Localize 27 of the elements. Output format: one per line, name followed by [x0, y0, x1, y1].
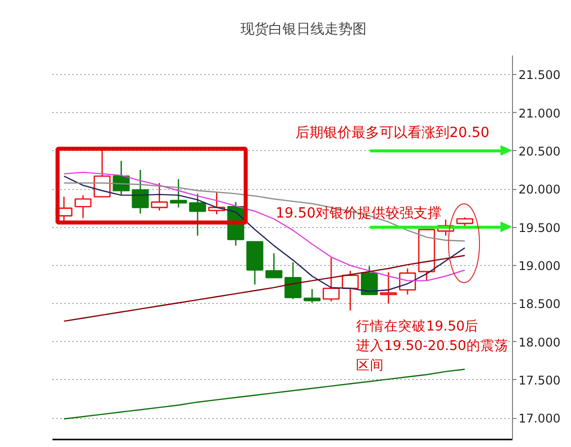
candlestick — [265, 252, 282, 278]
candlestick — [170, 178, 187, 208]
ref-line-label: 19.50对银价提供较强支撑 — [276, 205, 442, 222]
candlestick — [304, 288, 321, 304]
y-tick-label: 19.500 — [518, 220, 560, 235]
chart-title: 现货白银日线走势图 — [240, 22, 366, 38]
candlestick — [150, 182, 168, 212]
annotation: 行情在突破19.50后进入19.50-20.50的震荡区间 — [356, 318, 508, 374]
y-tick-label: 18.500 — [518, 297, 560, 312]
y-tick-label: 17.000 — [518, 412, 560, 426]
y-tick-label: 21.000 — [518, 106, 560, 120]
candlestick — [112, 160, 130, 196]
y-tick-label: 20.500 — [518, 144, 560, 158]
ref-line-label: 后期银价最多可以看涨到20.50 — [295, 124, 490, 141]
candlestick — [360, 266, 378, 296]
y-tick-label: 17.500 — [518, 373, 560, 388]
candlestick — [380, 272, 397, 304]
candlestick — [322, 257, 340, 302]
y-tick-label: 21.500 — [518, 68, 560, 82]
y-tick-label: 18.000 — [518, 335, 560, 350]
candlestick — [74, 194, 92, 219]
candlestick — [94, 150, 111, 198]
candlestick — [284, 262, 302, 300]
y-tick-label: 20.000 — [518, 182, 560, 197]
y-tick-label: 19.000 — [518, 258, 560, 273]
candlestick — [132, 169, 149, 214]
candlestick — [189, 193, 206, 236]
